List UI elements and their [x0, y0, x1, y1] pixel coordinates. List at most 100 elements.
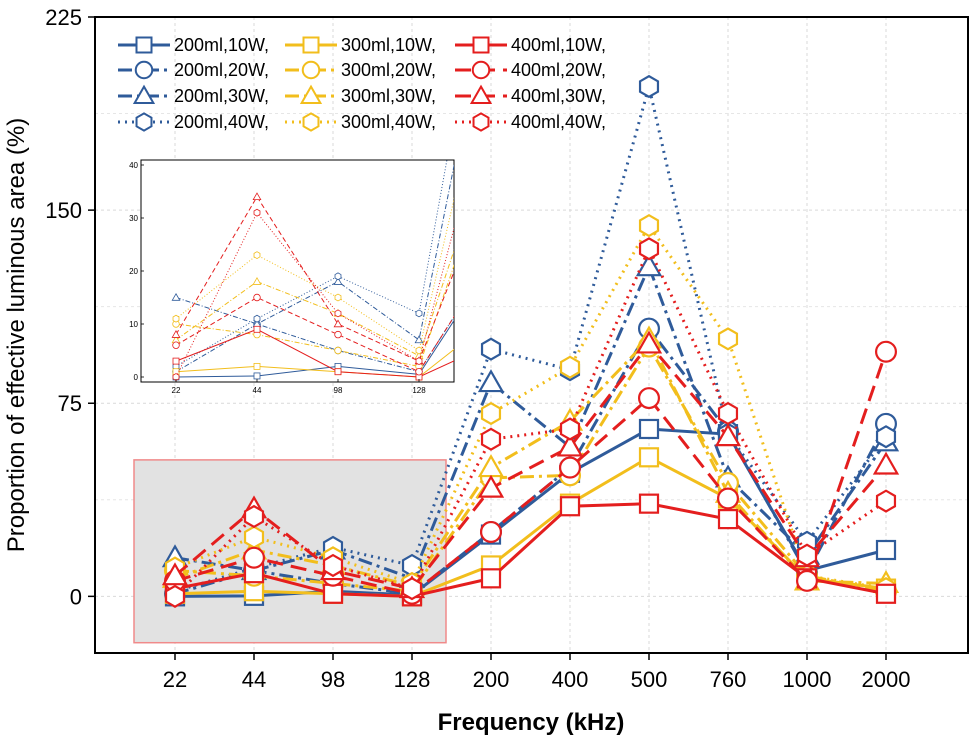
x-tick-label: 98	[321, 667, 345, 692]
inset-data-point	[252, 277, 262, 285]
data-point	[322, 553, 344, 578]
data-point	[872, 451, 900, 475]
legend-marker	[472, 36, 490, 54]
series-line	[174, 222, 887, 591]
legend-label: 400ml,40W,	[511, 112, 606, 132]
data-point	[717, 509, 739, 530]
legend-item: 300ml,20W,	[285, 60, 436, 80]
highlight-region	[133, 459, 447, 644]
inset-series-line	[175, 248, 454, 357]
inset-y-tick-label: 0	[134, 373, 139, 382]
y-tick-label: 0	[70, 584, 82, 609]
data-point	[243, 546, 266, 569]
inset-data-point	[334, 346, 342, 355]
inset-series	[171, 163, 454, 344]
data-point	[874, 340, 897, 363]
inset-data-point	[172, 357, 180, 365]
inset-data-point	[172, 314, 180, 323]
y-axis-ticks: 0 75 150 225	[45, 5, 95, 609]
inset-x-tick-label: 44	[253, 386, 262, 395]
inset-series	[172, 208, 454, 381]
data-point	[875, 425, 897, 449]
highlight-box	[133, 459, 447, 644]
legend-item: 400ml,10W,	[455, 35, 606, 55]
data-point	[638, 418, 660, 440]
legend-label: 200ml,30W,	[174, 86, 269, 106]
data-point	[161, 562, 189, 586]
data-point	[559, 496, 581, 517]
data-point	[164, 584, 186, 608]
data-point	[875, 539, 897, 561]
series-line	[174, 351, 888, 596]
legend-item: 400ml,30W,	[455, 84, 606, 106]
legend-label: 200ml,20W,	[174, 60, 269, 80]
legend-item: 300ml,30W,	[285, 84, 436, 106]
data-point	[322, 583, 344, 604]
data-point	[558, 456, 581, 479]
inset-series	[171, 192, 454, 365]
x-tick-label: 200	[473, 667, 510, 692]
y-tick-label: 150	[45, 198, 82, 223]
inset-series-line	[175, 163, 454, 341]
inset-data-point	[415, 357, 423, 366]
inset-data-point	[171, 292, 181, 301]
inset-data-point	[253, 293, 261, 302]
legend-marker	[471, 60, 491, 80]
inset-x-tick-label: 128	[412, 386, 426, 395]
data-point	[556, 433, 584, 457]
legend-marker	[302, 36, 320, 54]
legend-label: 400ml,30W,	[511, 86, 606, 106]
x-tick-label: 1000	[783, 667, 832, 692]
data-point	[875, 489, 897, 513]
legend-marker	[132, 84, 156, 105]
data-point	[717, 401, 739, 426]
y-axis-title: Proportion of effective luminous area (%…	[3, 118, 30, 552]
legend-label: 200ml,10W,	[174, 35, 269, 55]
legend-marker	[135, 36, 153, 54]
legend-label: 400ml,10W,	[511, 35, 606, 55]
data-point	[638, 493, 660, 514]
y-tick-label: 225	[45, 5, 82, 30]
legend-item: 200ml,20W,	[118, 60, 269, 80]
inset-data-point	[334, 330, 342, 339]
legend-marker	[469, 84, 493, 105]
legend-marker	[302, 112, 320, 132]
legend-item: 400ml,20W,	[455, 60, 606, 80]
data-point	[480, 401, 502, 426]
data-point	[243, 504, 265, 529]
inset-y-tick-label: 40	[129, 161, 138, 170]
inset-series	[172, 293, 454, 376]
series-line	[174, 343, 887, 593]
legend-label: 300ml,10W,	[341, 35, 436, 55]
series-400ml-30w	[161, 330, 900, 599]
data-point	[477, 474, 505, 498]
series-line	[174, 86, 888, 593]
x-tick-label: 22	[163, 667, 187, 692]
x-tick-label: 400	[552, 667, 589, 692]
series-line	[174, 336, 887, 588]
data-point	[480, 520, 503, 543]
inset-series-layer	[171, 160, 454, 381]
legend-label: 300ml,30W,	[341, 86, 436, 106]
x-tick-label: 500	[631, 667, 668, 692]
inset-data-point	[253, 362, 261, 370]
data-point	[716, 487, 739, 510]
data-point	[480, 337, 502, 361]
data-point	[401, 577, 423, 601]
data-point	[559, 417, 581, 441]
x-tick-label: 44	[242, 667, 266, 692]
inset-data-point	[171, 330, 181, 338]
data-point	[477, 454, 505, 478]
data-point	[638, 74, 660, 99]
legend-item: 300ml,10W,	[285, 35, 436, 55]
legend: 200ml,10W, 200ml,20W, 200ml,30W, 200ml,40W,…	[118, 35, 606, 132]
x-tick-label: 2000	[862, 667, 911, 692]
legend-marker	[301, 60, 321, 80]
inset-data-point	[334, 368, 342, 376]
data-point	[637, 387, 660, 410]
legend-marker	[472, 112, 490, 132]
data-point	[480, 568, 502, 589]
legend-label: 300ml,40W,	[341, 112, 436, 132]
inset-x-tick-label: 22	[172, 386, 181, 395]
